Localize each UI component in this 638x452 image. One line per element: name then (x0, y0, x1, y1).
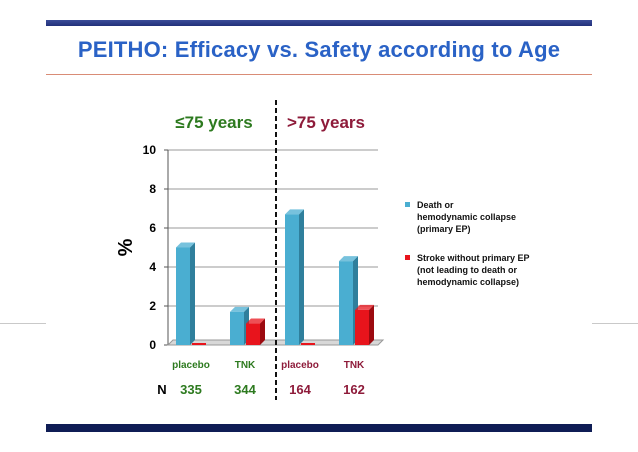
category-label: TNK (344, 360, 365, 371)
bar-stroke-side (369, 304, 374, 345)
bar-stroke (192, 343, 206, 345)
legend-swatch-stroke (405, 255, 410, 260)
n-value: 335 (180, 382, 202, 397)
slide (46, 20, 592, 432)
bar-stroke (301, 343, 315, 345)
slide-bottom-bar (46, 424, 592, 432)
bar-stroke (355, 309, 369, 345)
bar-death-top (285, 209, 304, 215)
left-edge-line (0, 323, 46, 324)
bar-stroke-top (246, 318, 265, 324)
bar-stroke-side (260, 318, 265, 345)
category-label: TNK (235, 360, 256, 371)
n-value: 164 (289, 382, 311, 397)
bar-death (285, 214, 299, 345)
n-label: N (157, 382, 166, 397)
legend-swatch-death (405, 202, 410, 207)
right-edge-line (592, 323, 638, 324)
bar-stroke-top (355, 304, 374, 310)
legend-text-stroke: (not leading to death or (417, 265, 517, 275)
category-label: placebo (281, 360, 319, 371)
title-divider (46, 74, 592, 75)
y-tick-label: 4 (149, 260, 156, 274)
y-axis-label: % (115, 238, 137, 256)
bar-death-side (299, 209, 304, 345)
bar-death-side (190, 242, 195, 345)
slide-top-bar (46, 20, 592, 26)
legend-text-death: hemodynamic collapse (417, 212, 516, 222)
y-tick-label: 0 (149, 338, 156, 352)
bar-stroke (246, 323, 260, 345)
bar-death (176, 247, 190, 345)
bar-death-top (230, 306, 249, 312)
y-tick-label: 6 (149, 221, 156, 235)
bar-death (230, 311, 244, 345)
legend-text-stroke: Stroke without primary EP (417, 253, 530, 263)
group-title-old: >75 years (287, 113, 365, 132)
legend-text-stroke: hemodynamic collapse) (417, 277, 519, 287)
slide-title: PEITHO: Efficacy vs. Safety according to… (77, 37, 561, 62)
y-tick-label: 2 (149, 299, 156, 313)
y-tick-label: 8 (149, 182, 156, 196)
n-value: 162 (343, 382, 365, 397)
bar-death-top (176, 242, 195, 248)
bar-death-top (339, 256, 358, 262)
legend-text-death: (primary EP) (417, 224, 471, 234)
group-title-young: ≤75 years (175, 113, 252, 132)
y-tick-label: 10 (143, 143, 157, 157)
legend-text-death: Death or (417, 200, 454, 210)
bar-death (339, 261, 353, 345)
category-label: placebo (172, 360, 210, 371)
n-value: 344 (234, 382, 256, 397)
